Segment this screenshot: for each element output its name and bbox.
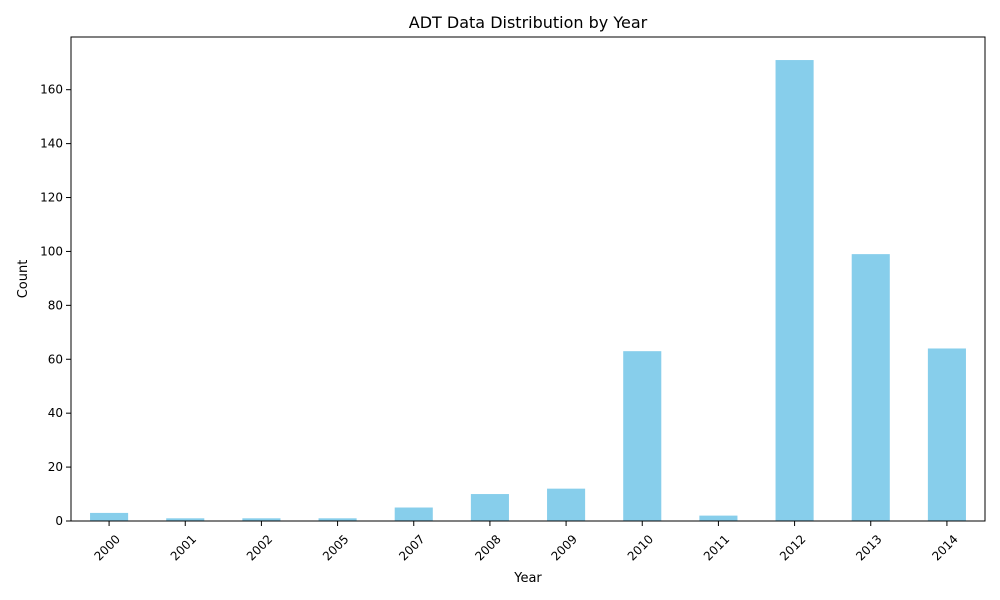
y-tick-label: 20 <box>48 460 63 474</box>
bar-2009 <box>547 488 586 521</box>
x-axis-label: Year <box>513 571 542 586</box>
y-tick-label: 60 <box>48 352 63 366</box>
bar-2013 <box>851 254 890 522</box>
bar-2005 <box>318 518 357 521</box>
y-tick-label: 40 <box>48 406 63 420</box>
bars-group <box>90 60 966 522</box>
y-tick-label: 100 <box>40 244 63 258</box>
bar-2000 <box>90 512 129 521</box>
bar-2011 <box>699 515 738 521</box>
bar-2014 <box>927 348 966 521</box>
bar-2008 <box>470 494 509 521</box>
y-tick-label: 0 <box>55 514 63 528</box>
bar-2012 <box>775 60 814 522</box>
chart-title: ADT Data Distribution by Year <box>409 13 648 32</box>
y-tick-label: 140 <box>40 137 63 151</box>
bar-2002 <box>242 518 281 521</box>
y-tick-label: 80 <box>48 298 63 312</box>
y-axis-label: Count <box>16 260 31 299</box>
y-axis-ticks: 0 20 40 60 80 100 120 140 160 <box>40 83 71 528</box>
y-tick-label: 120 <box>40 191 63 205</box>
bar-2007 <box>394 507 433 521</box>
plot-frame <box>70 36 986 522</box>
y-tick-label: 160 <box>40 83 63 97</box>
bar-2010 <box>623 351 662 521</box>
bar-2001 <box>166 518 205 521</box>
